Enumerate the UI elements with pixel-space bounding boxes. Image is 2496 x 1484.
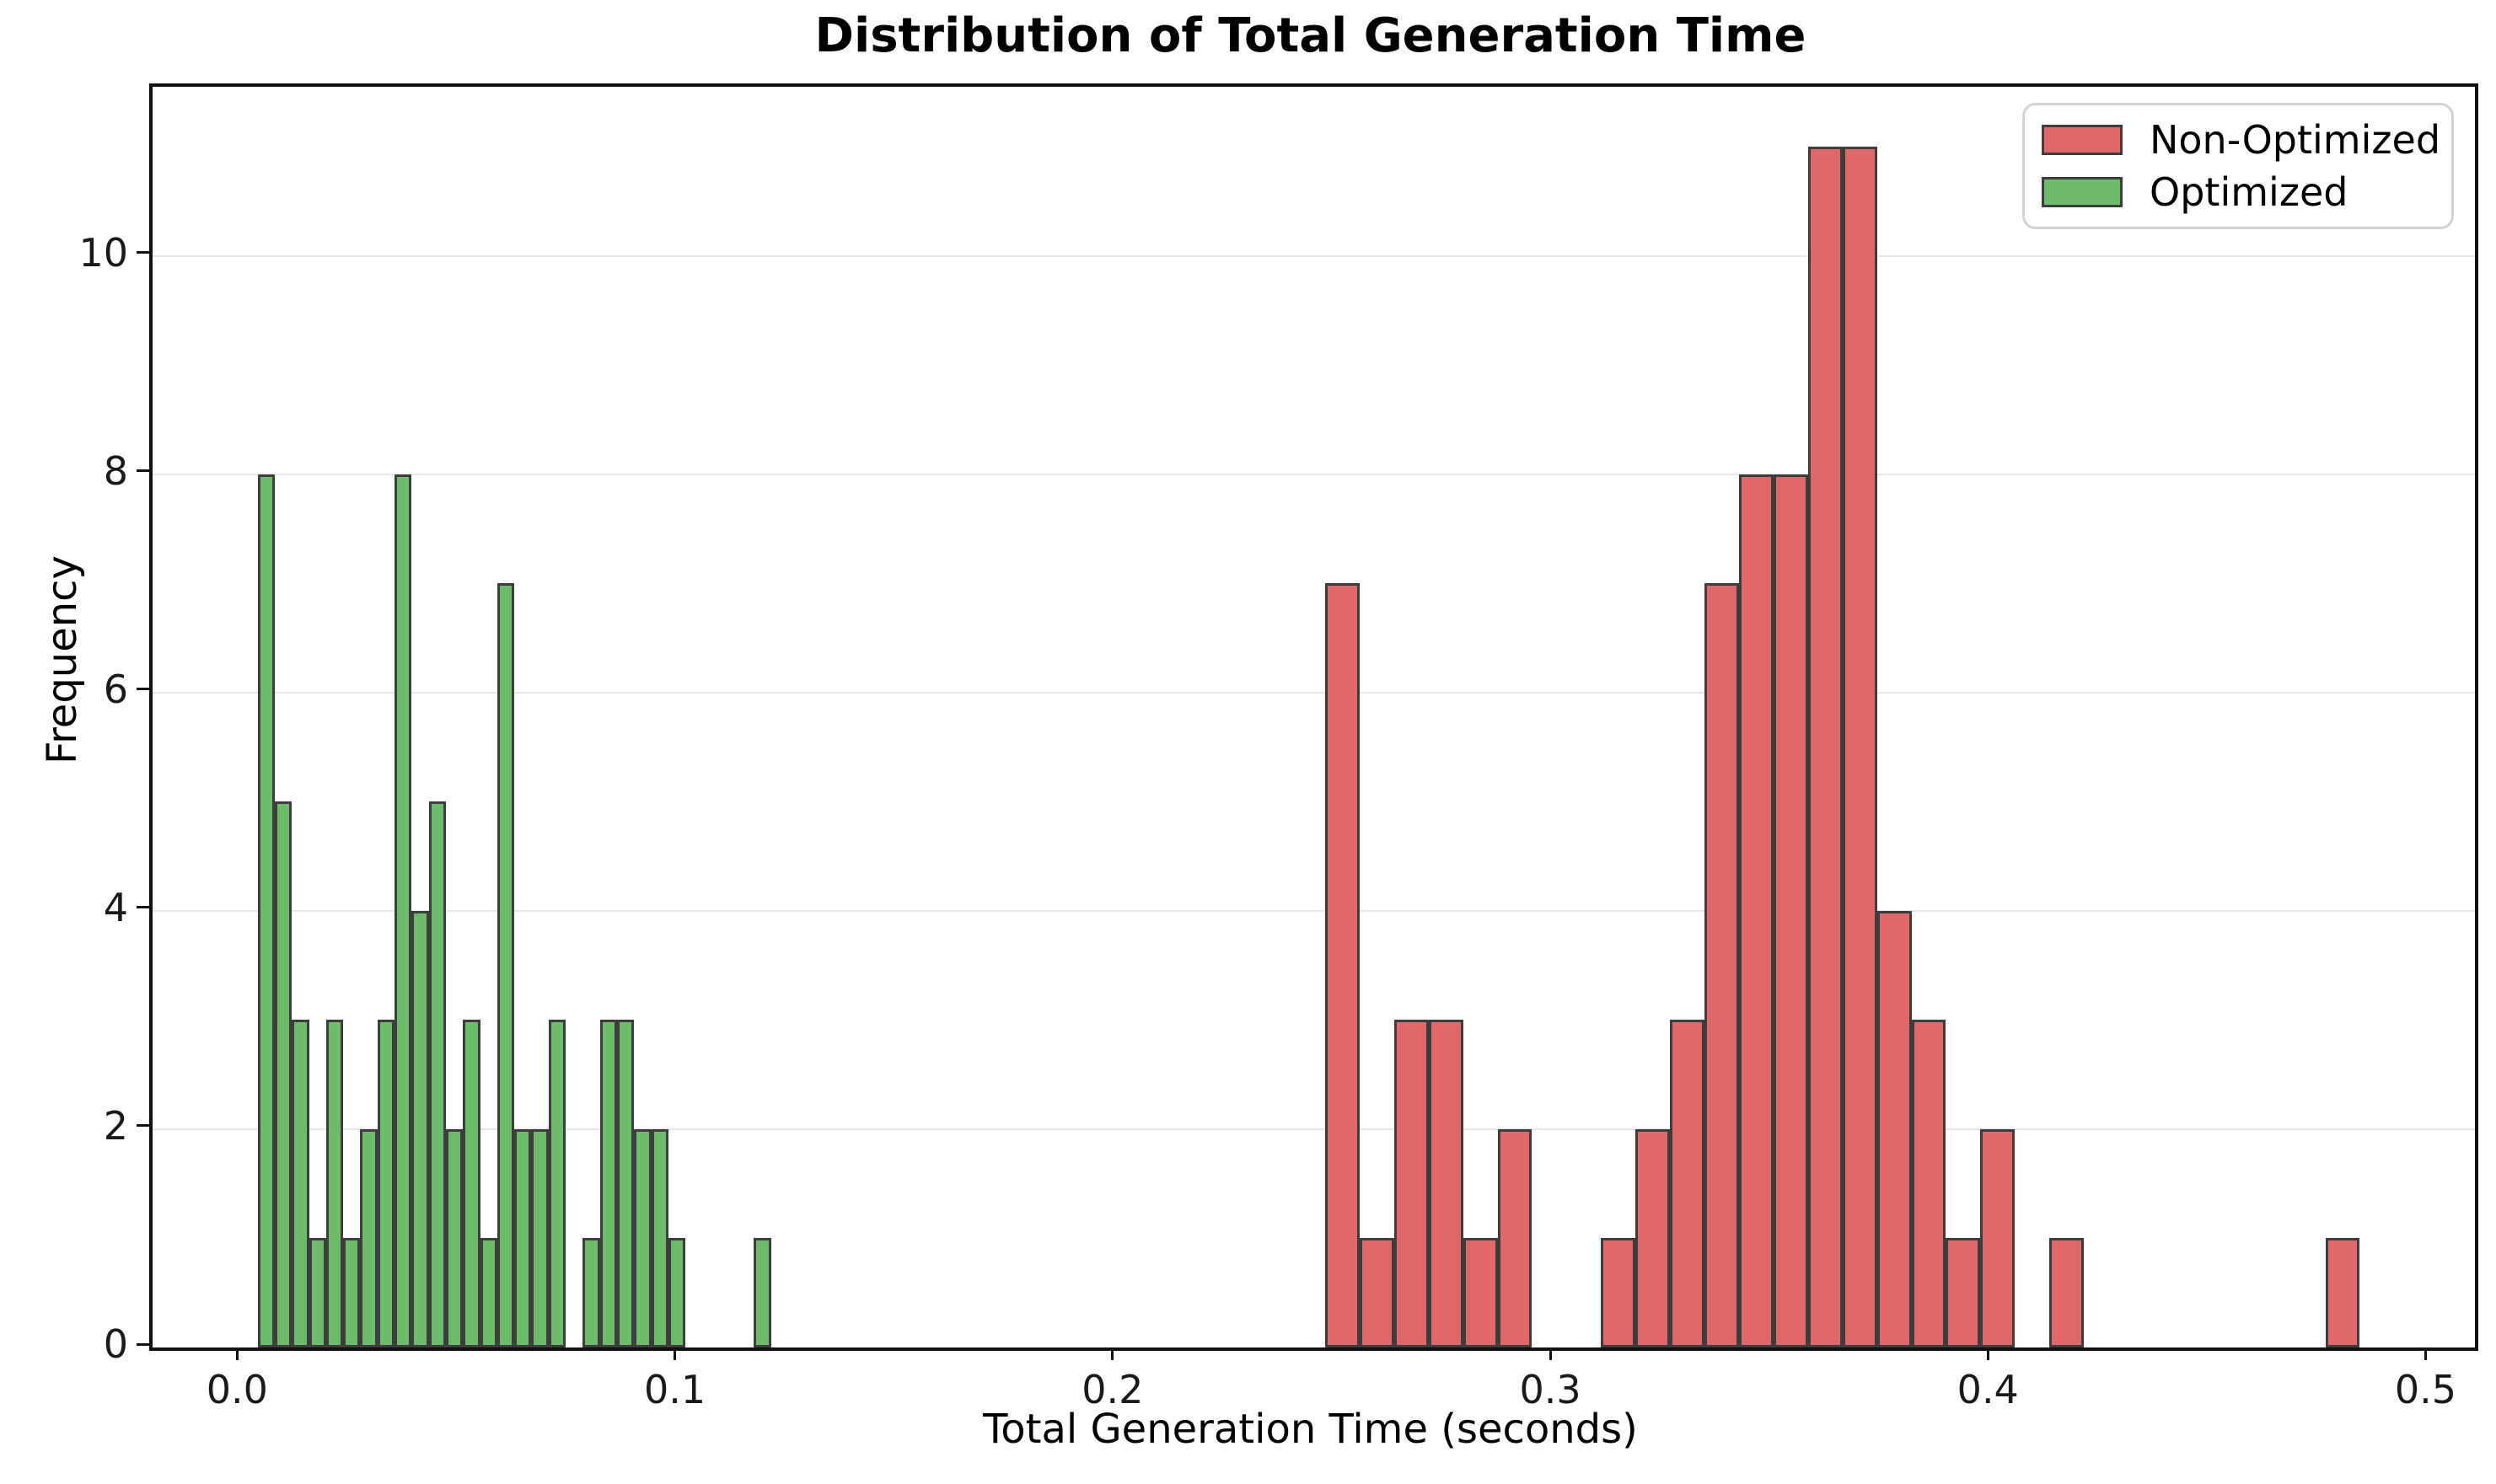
- legend-color-swatch: [2042, 177, 2123, 207]
- histogram-bar-optimized: [599, 1020, 617, 1347]
- histogram-bar-non-optimized: [1876, 910, 1912, 1347]
- histogram-bar-optimized: [428, 801, 446, 1347]
- y-gridline: [153, 909, 2475, 912]
- legend-color-swatch: [2042, 125, 2123, 155]
- x-tick-label: 0.2: [1082, 1367, 1144, 1412]
- x-tick: [235, 1347, 239, 1360]
- histogram-bar-optimized: [377, 1020, 395, 1347]
- histogram-bar-non-optimized: [1807, 147, 1843, 1347]
- x-tick: [1549, 1347, 1552, 1360]
- y-tick-label: 8: [103, 447, 128, 494]
- x-tick: [674, 1347, 677, 1360]
- histogram-bar-optimized: [634, 1128, 652, 1347]
- histogram-bar-optimized: [514, 1128, 532, 1347]
- histogram-bar-optimized: [257, 474, 275, 1347]
- x-tick: [2424, 1347, 2427, 1360]
- chart-title: Distribution of Total Generation Time: [814, 8, 1806, 63]
- histogram-bar-non-optimized: [1601, 1238, 1636, 1347]
- histogram-bar-optimized: [274, 801, 293, 1347]
- legend-label: Optimized: [2150, 169, 2348, 215]
- histogram-bar-non-optimized: [1393, 1020, 1429, 1347]
- x-tick: [1986, 1347, 1989, 1360]
- y-tick: [137, 906, 149, 909]
- histogram-bar-optimized: [445, 1128, 464, 1347]
- y-tick: [137, 1124, 149, 1128]
- histogram-bar-non-optimized: [1980, 1128, 2016, 1347]
- y-axis-label: Frequency: [39, 555, 86, 764]
- histogram-bar-non-optimized: [2325, 1238, 2360, 1347]
- histogram-bar-non-optimized: [1946, 1238, 1981, 1347]
- histogram-bar-non-optimized: [1463, 1238, 1498, 1347]
- legend-item: Optimized: [2042, 169, 2434, 215]
- histogram-bar-optimized: [754, 1238, 771, 1347]
- histogram-bar-optimized: [531, 1128, 549, 1347]
- histogram-bar-optimized: [548, 1020, 566, 1347]
- x-axis-label: Total Generation Time (seconds): [983, 1406, 1638, 1453]
- y-tick-label: 10: [78, 229, 128, 276]
- histogram-bar-optimized: [343, 1238, 361, 1347]
- histogram-bar-optimized: [411, 910, 429, 1347]
- y-gridline: [153, 254, 2475, 257]
- x-tick-label: 0.3: [1519, 1367, 1581, 1412]
- histogram-bar-non-optimized: [2049, 1238, 2085, 1347]
- y-gridline: [153, 1128, 2475, 1130]
- histogram-bar-non-optimized: [1497, 1128, 1532, 1347]
- y-gridline: [153, 691, 2475, 694]
- histogram-bar-non-optimized: [1911, 1020, 1946, 1347]
- y-tick-label: 2: [103, 1102, 128, 1149]
- histogram-bar-non-optimized: [1635, 1128, 1671, 1347]
- y-tick: [137, 469, 149, 473]
- histogram-bar-non-optimized: [1670, 1020, 1705, 1347]
- x-tick-label: 0.4: [1957, 1367, 2019, 1412]
- histogram-bar-non-optimized: [1324, 583, 1360, 1347]
- y-tick: [137, 251, 149, 254]
- legend: Non-Optimized Optimized: [2022, 103, 2454, 229]
- histogram-bar-non-optimized: [1842, 147, 1877, 1347]
- histogram-bar-optimized: [480, 1238, 497, 1347]
- y-tick: [137, 688, 149, 691]
- histogram-bar-optimized: [668, 1238, 686, 1347]
- y-tick-label: 4: [103, 884, 128, 930]
- histogram-bar-optimized: [651, 1128, 668, 1347]
- legend-item: Non-Optimized: [2042, 117, 2440, 163]
- histogram-bar-optimized: [360, 1128, 378, 1347]
- histogram-bar-optimized: [325, 1020, 344, 1347]
- legend-label: Non-Optimized: [2150, 117, 2441, 163]
- histogram-bar-non-optimized: [1773, 474, 1808, 1347]
- x-tick: [1111, 1347, 1114, 1360]
- y-gridline: [153, 473, 2475, 475]
- histogram-bar-optimized: [292, 1020, 309, 1347]
- histogram-bar-non-optimized: [1704, 583, 1739, 1347]
- y-tick: [137, 1342, 149, 1346]
- histogram-bar-non-optimized: [1738, 474, 1774, 1347]
- histogram-bar-optimized: [616, 1020, 635, 1347]
- x-tick-label: 0.0: [206, 1367, 268, 1412]
- y-tick-label: 0: [103, 1321, 128, 1367]
- histogram-bar-optimized: [309, 1238, 326, 1347]
- y-tick-label: 6: [103, 666, 128, 712]
- x-tick-label: 0.5: [2394, 1367, 2457, 1412]
- histogram-bar-optimized: [395, 474, 412, 1347]
- histogram-bar-optimized: [582, 1238, 600, 1347]
- histogram-bar-optimized: [463, 1020, 480, 1347]
- histogram-bar-non-optimized: [1359, 1238, 1394, 1347]
- histogram-bar-non-optimized: [1428, 1020, 1463, 1347]
- histogram-bar-optimized: [497, 583, 515, 1347]
- x-tick-label: 0.1: [644, 1367, 706, 1412]
- plot-area: [149, 83, 2478, 1351]
